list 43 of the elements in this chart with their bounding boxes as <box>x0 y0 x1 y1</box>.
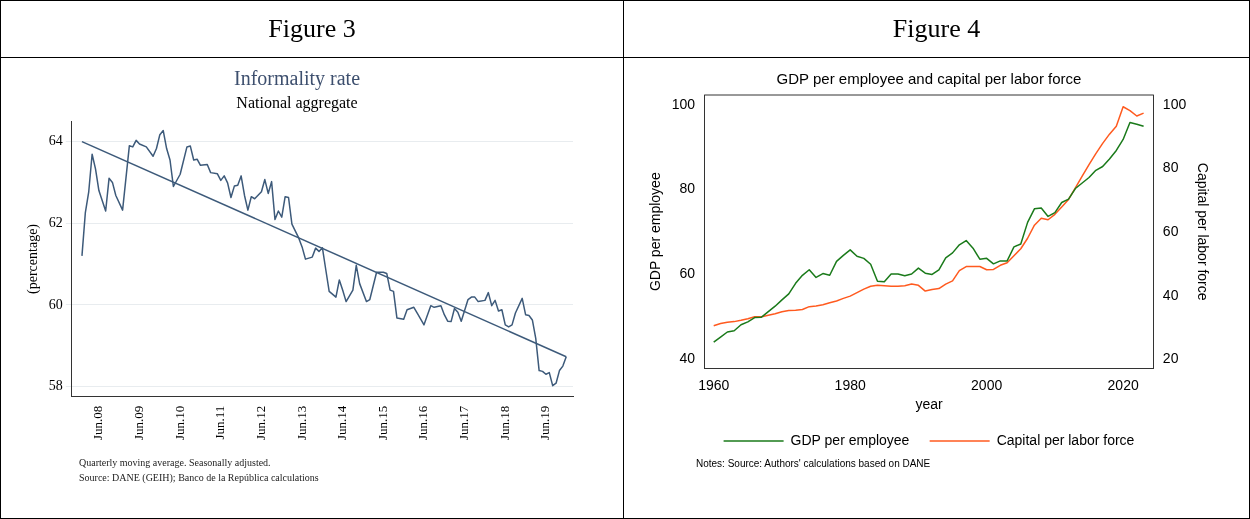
x-tick-label: Jun.09 <box>130 405 146 440</box>
x-tick-label: 1960 <box>698 376 730 393</box>
y-tick-label: 62 <box>48 214 63 230</box>
x-tick-label: Jun.17 <box>456 405 472 440</box>
y-tick-label: 80 <box>679 180 696 197</box>
x-tick-label: Jun.13 <box>293 405 309 440</box>
text: Notes: Source: Authors' calculations based on DANE <box>696 458 932 469</box>
y-axis-title: GDP per employee <box>647 172 664 292</box>
chart-title: Informality rate <box>233 67 361 91</box>
x-tick-label: Jun.10 <box>171 405 187 440</box>
x-tick-label: 2020 <box>1107 376 1139 393</box>
y-tick-label: 100 <box>671 95 696 112</box>
source-note: Source: DANE (GEIH); Banco de la República calculations <box>79 472 320 483</box>
y2-axis-title: Capital per labor force <box>1194 162 1211 301</box>
x-tick-label: 2000 <box>971 376 1003 393</box>
y2-tick-label: 80 <box>1162 159 1179 176</box>
chart-title: GDP per employee and capital per labor force <box>776 70 1082 88</box>
y2-tick-label: 100 <box>1162 95 1187 112</box>
x-axis-title: year <box>915 396 943 413</box>
legend-label: Capital per labor force <box>996 431 1135 448</box>
y-tick-label: 40 <box>679 349 696 366</box>
legend-label: GDP per employee <box>790 431 910 448</box>
y-axis-title: (percentage) <box>25 223 42 294</box>
x-tick-label: Jun.08 <box>90 405 106 440</box>
x-tick-label: Jun.16 <box>415 405 431 440</box>
y2-tick-label: 60 <box>1162 223 1179 240</box>
caption: Figure 4 <box>623 0 1250 58</box>
caption: Figure 3 <box>0 0 624 58</box>
x-tick-label: Jun.18 <box>496 405 512 440</box>
y-tick-label: 60 <box>679 264 696 281</box>
y2-tick-label: 40 <box>1162 286 1179 303</box>
x-tick-label: Jun.15 <box>374 405 390 440</box>
text: Quarterly moving average. Seasonally adjusted. <box>79 457 272 468</box>
x-tick-label: Jun.19 <box>537 405 553 440</box>
x-tick-label: Jun.11 <box>212 405 228 440</box>
chart-subtitle: National aggregate <box>236 93 358 112</box>
y-tick-label: 60 <box>48 296 63 312</box>
x-tick-label: 1980 <box>834 376 866 393</box>
y-tick-label: 58 <box>48 378 63 394</box>
x-tick-label: Jun.14 <box>334 405 350 440</box>
y-tick-label: 64 <box>48 133 63 149</box>
y2-tick-label: 20 <box>1162 350 1179 367</box>
x-tick-label: Jun.12 <box>252 405 268 440</box>
